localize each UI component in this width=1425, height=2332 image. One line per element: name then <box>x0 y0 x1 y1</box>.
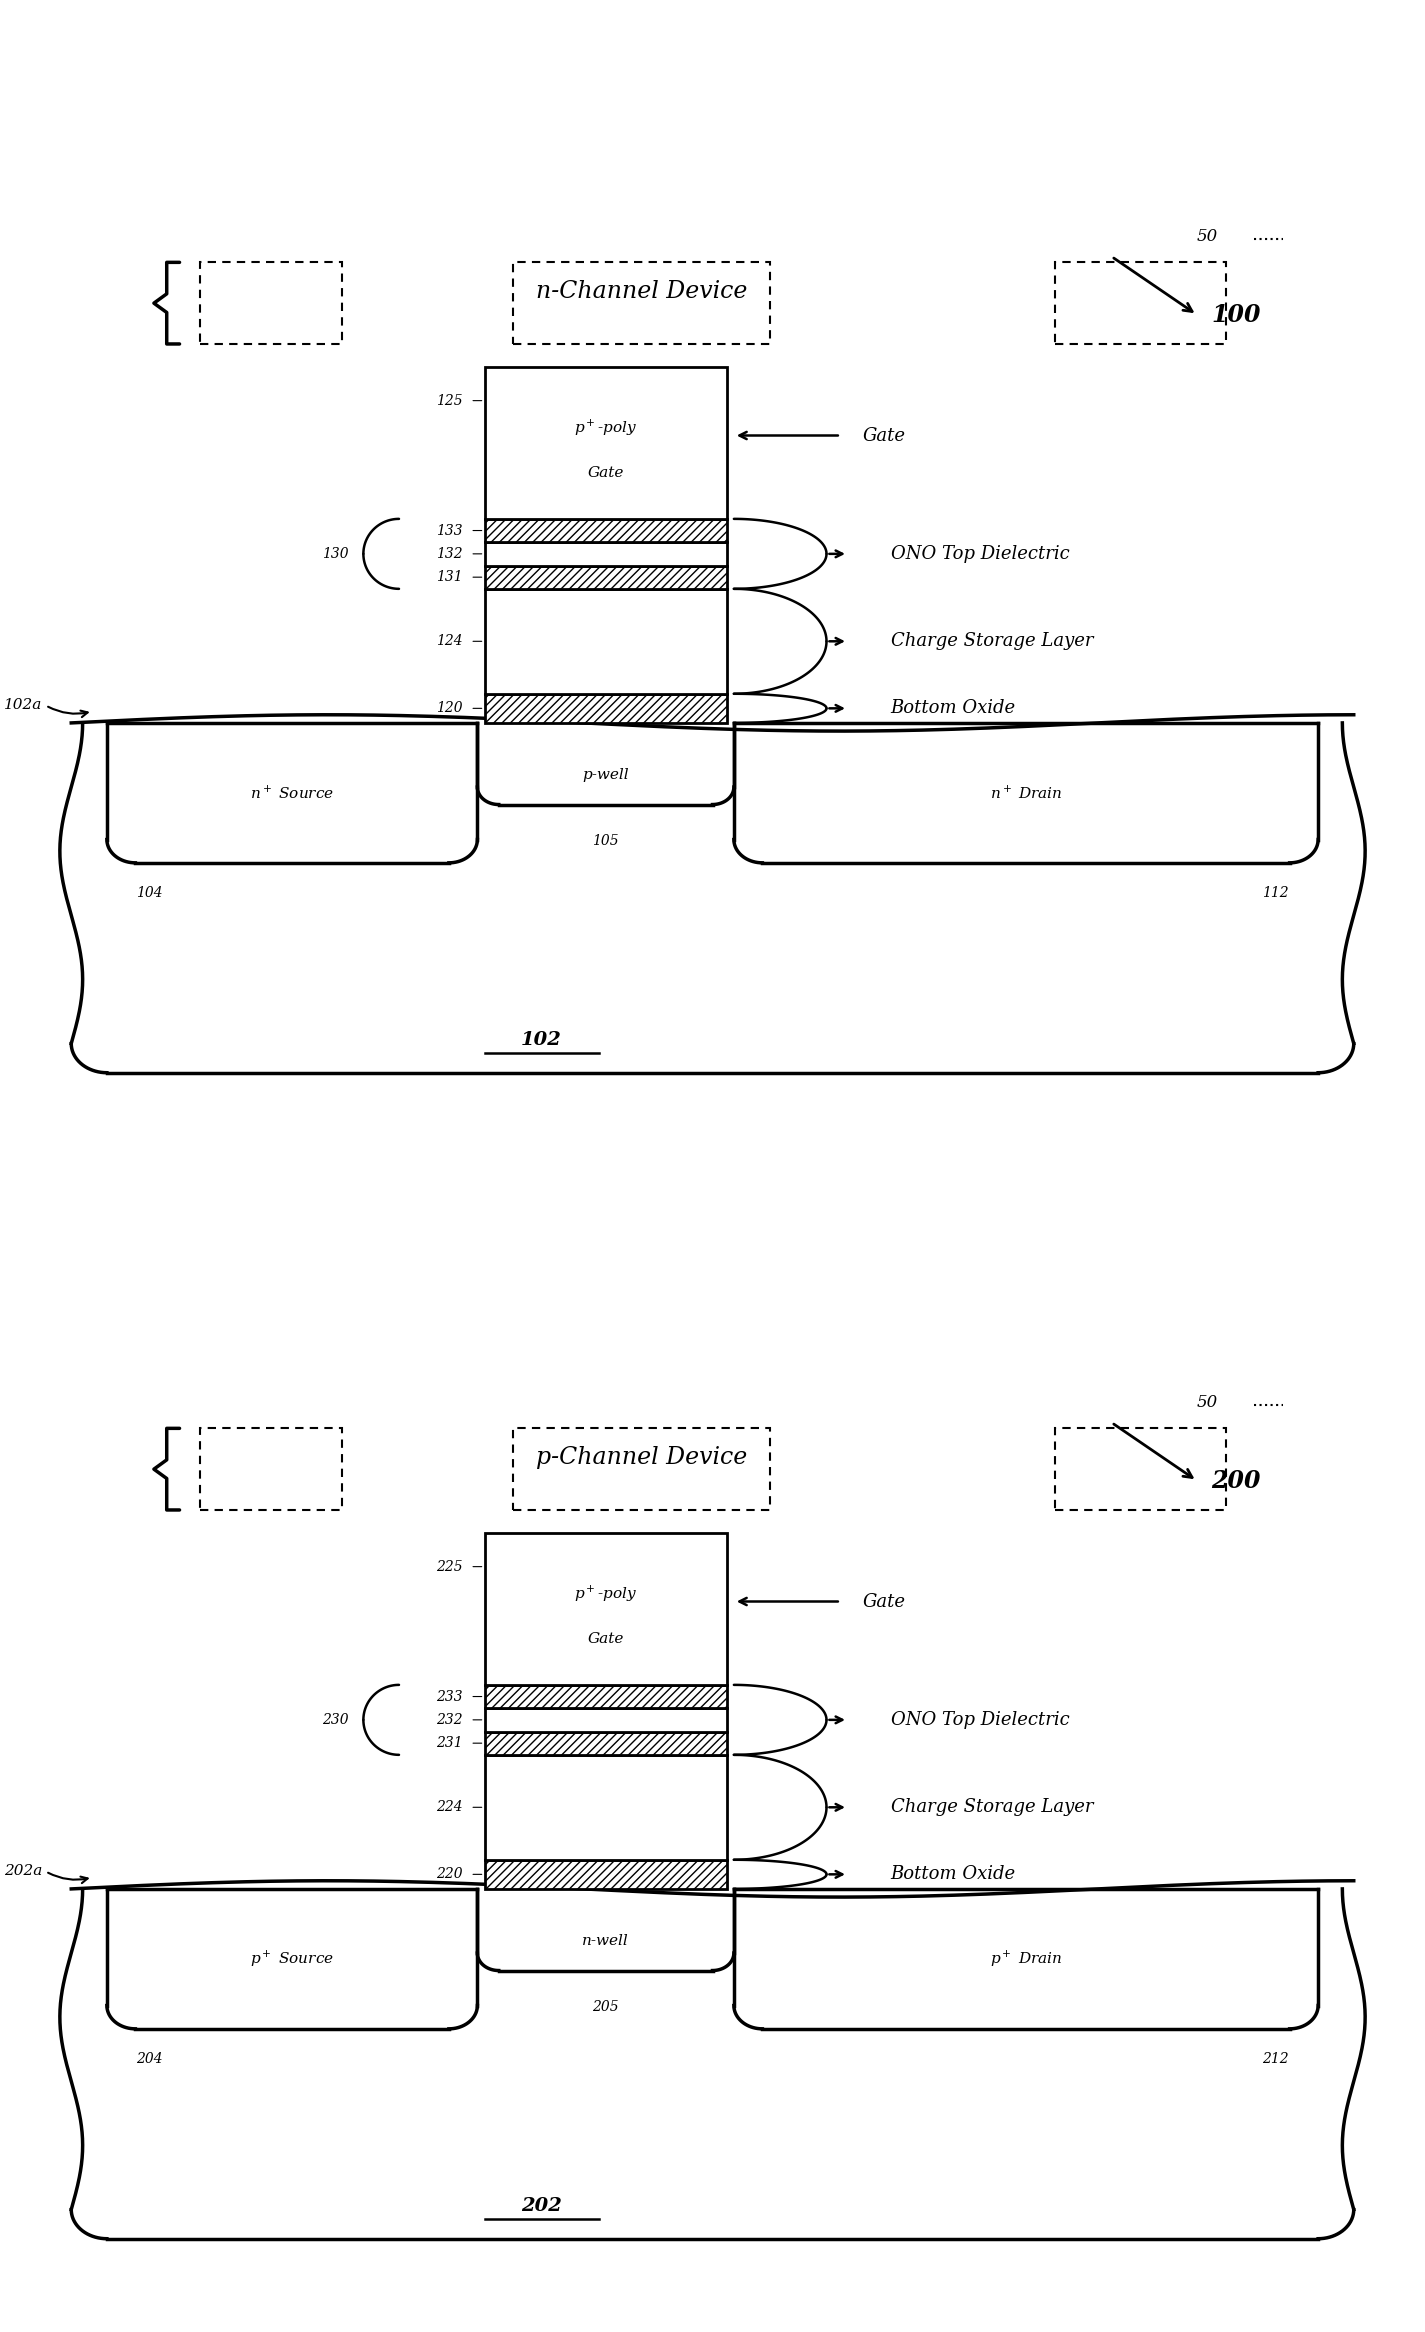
Bar <box>485 1534 727 1684</box>
Text: 120: 120 <box>436 702 463 716</box>
Text: 212: 212 <box>1263 2052 1288 2066</box>
Text: 102: 102 <box>522 1031 561 1049</box>
Text: Gate: Gate <box>587 1632 624 1646</box>
Text: p$^+$ Drain: p$^+$ Drain <box>990 1950 1062 1968</box>
Text: Gate: Gate <box>587 466 624 480</box>
Text: 202a: 202a <box>4 1863 43 1880</box>
Bar <box>485 695 727 723</box>
Text: ONO Top Dielectric: ONO Top Dielectric <box>891 1712 1069 1728</box>
Text: Charge Storage Layer: Charge Storage Layer <box>891 1798 1093 1817</box>
Text: 105: 105 <box>593 835 618 849</box>
Text: Bottom Oxide: Bottom Oxide <box>891 1866 1016 1884</box>
Text: ONO Top Dielectric: ONO Top Dielectric <box>891 546 1069 562</box>
Text: p$^+$-poly: p$^+$-poly <box>574 417 637 438</box>
Bar <box>513 1427 770 1511</box>
Text: 100: 100 <box>1211 303 1261 326</box>
Text: 125: 125 <box>436 394 463 408</box>
Text: n-well: n-well <box>583 1933 628 1950</box>
Text: Charge Storage Layer: Charge Storage Layer <box>891 632 1093 651</box>
Bar <box>485 543 727 567</box>
Bar <box>485 366 727 518</box>
Bar <box>485 520 727 543</box>
Text: p$^+$-poly: p$^+$-poly <box>574 1583 637 1604</box>
Bar <box>485 1861 727 1889</box>
Bar <box>485 588 727 695</box>
Bar <box>513 261 770 345</box>
Text: 50: 50 <box>1197 229 1218 245</box>
Text: 202: 202 <box>522 2197 561 2215</box>
Text: 231: 231 <box>436 1735 463 1751</box>
Bar <box>200 1427 342 1511</box>
Text: p-well: p-well <box>583 767 628 784</box>
Text: Gate: Gate <box>862 1593 905 1611</box>
Bar <box>485 567 727 588</box>
Text: 130: 130 <box>322 546 349 562</box>
Text: 200: 200 <box>1211 1469 1261 1492</box>
Text: 112: 112 <box>1263 886 1288 900</box>
Text: 50: 50 <box>1197 1395 1218 1411</box>
Bar <box>1054 1427 1226 1511</box>
Text: 225: 225 <box>436 1560 463 1574</box>
Bar <box>485 1684 727 1707</box>
Text: n$^+$ Drain: n$^+$ Drain <box>990 784 1062 802</box>
Text: 133: 133 <box>436 522 463 539</box>
Text: 132: 132 <box>436 546 463 562</box>
Text: 220: 220 <box>436 1868 463 1882</box>
Text: 204: 204 <box>137 2052 162 2066</box>
Text: 205: 205 <box>593 2001 618 2015</box>
Text: 233: 233 <box>436 1688 463 1705</box>
Text: 232: 232 <box>436 1712 463 1728</box>
Bar <box>200 261 342 345</box>
Text: p$^+$ Source: p$^+$ Source <box>251 1950 333 1968</box>
Text: n-Channel Device: n-Channel Device <box>536 280 747 303</box>
Text: p-Channel Device: p-Channel Device <box>536 1446 747 1469</box>
Bar <box>485 1754 727 1861</box>
Text: 230: 230 <box>322 1712 349 1728</box>
Text: 131: 131 <box>436 569 463 585</box>
Text: 104: 104 <box>137 886 162 900</box>
Text: 102a: 102a <box>4 697 43 714</box>
Text: Gate: Gate <box>862 427 905 445</box>
Text: 124: 124 <box>436 634 463 648</box>
Bar <box>1054 261 1226 345</box>
Text: 224: 224 <box>436 1800 463 1814</box>
Text: n$^+$ Source: n$^+$ Source <box>251 784 333 802</box>
Bar <box>485 1730 727 1756</box>
Text: Bottom Oxide: Bottom Oxide <box>891 700 1016 718</box>
Bar <box>485 1707 727 1730</box>
